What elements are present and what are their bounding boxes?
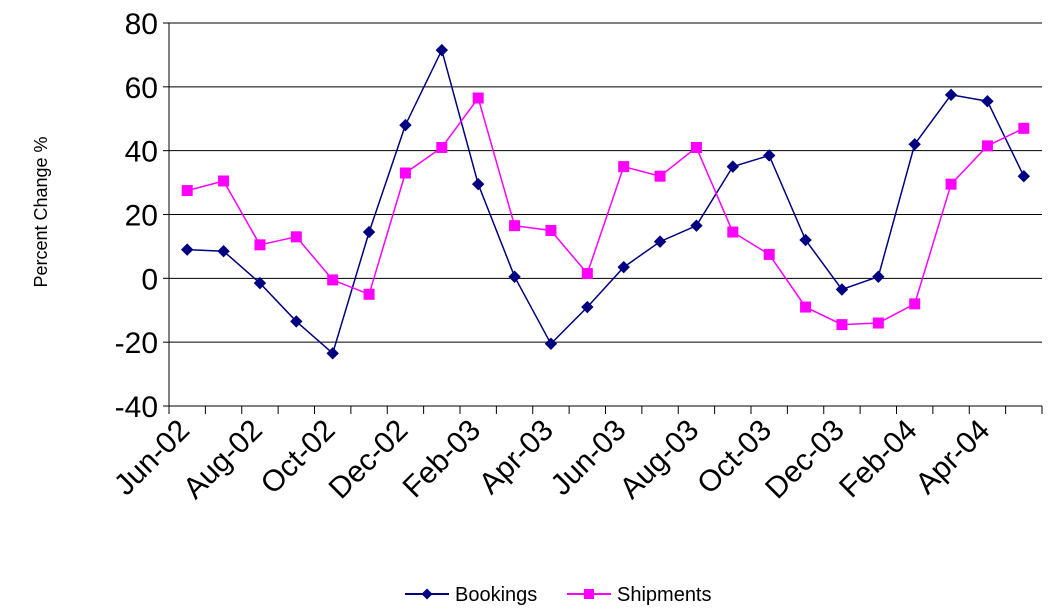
data-point-bookings (944, 88, 958, 102)
data-point-shipments (727, 226, 739, 238)
x-tick-label: Aug-03 (614, 414, 706, 506)
data-point-shipments (218, 175, 230, 187)
x-tick-label: Aug-02 (177, 414, 269, 506)
data-point-bookings (508, 270, 521, 283)
data-point-bookings (726, 160, 740, 173)
data-point-shipments (472, 92, 484, 104)
data-point-bookings (872, 270, 885, 283)
data-point-bookings (471, 177, 485, 191)
data-point-shipments (327, 274, 339, 286)
data-point-bookings (1017, 169, 1031, 183)
data-point-shipments (290, 231, 302, 243)
y-axis-title: Percent Change % (31, 136, 51, 287)
data-point-bookings (653, 235, 667, 248)
data-point-bookings (799, 233, 812, 247)
data-point-shipments (618, 161, 630, 173)
data-point-bookings (253, 276, 267, 290)
data-point-bookings (617, 260, 630, 274)
data-point-shipments (654, 170, 666, 182)
data-series (180, 43, 1031, 360)
data-point-bookings (180, 243, 194, 256)
data-point-shipments (254, 239, 266, 251)
data-point-shipments (836, 319, 848, 331)
y-tick-label: -20 (115, 327, 158, 360)
data-point-bookings (581, 300, 594, 314)
data-point-shipments (872, 317, 884, 329)
axes (163, 22, 1043, 414)
series-line-bookings (187, 47, 1025, 355)
data-point-shipments (800, 301, 812, 313)
y-tick-label: 0 (141, 263, 158, 296)
data-point-shipments (690, 141, 702, 153)
data-point-bookings (835, 283, 849, 296)
data-point-bookings (981, 94, 994, 108)
y-tick-label: -40 (115, 391, 158, 424)
x-tick-label: Apr-03 (473, 414, 560, 501)
y-tick-labels: 80 60 40 20 0 -20 -40 (115, 8, 158, 424)
legend-label-shipments: Shipments (617, 584, 712, 606)
data-point-bookings (908, 138, 921, 151)
legend-label-bookings: Bookings (455, 584, 537, 606)
x-tick-label: Dec-02 (323, 414, 415, 506)
x-tick-label: Feb-03 (397, 414, 488, 505)
data-point-shipments (763, 248, 775, 260)
x-tick-label: Dec-03 (759, 414, 851, 506)
data-point-bookings (762, 149, 776, 162)
data-point-shipments (581, 268, 593, 280)
y-tick-label: 60 (125, 72, 158, 105)
data-point-bookings (435, 43, 449, 57)
x-tick-labels: Jun-02Aug-02Oct-02Dec-02Feb-03Apr-03Jun-… (108, 414, 996, 506)
data-point-shipments (545, 224, 557, 236)
gridlines (169, 22, 1042, 407)
legend: Bookings Shipments (405, 584, 712, 606)
x-tick-label: Feb-04 (833, 414, 924, 505)
data-point-shipments (363, 288, 375, 300)
data-point-shipments (509, 220, 521, 232)
data-point-bookings (544, 337, 558, 350)
series-line-shipments (187, 96, 1025, 326)
data-point-shipments (1018, 122, 1030, 134)
x-tick-label: Apr-04 (909, 414, 996, 501)
legend-marker-shipments (584, 589, 594, 599)
legend-marker-bookings (421, 588, 433, 600)
data-point-shipments (399, 167, 411, 179)
y-tick-label: 40 (125, 136, 158, 169)
data-point-bookings (362, 225, 376, 239)
data-point-bookings (217, 244, 230, 258)
data-point-shipments (181, 185, 193, 197)
data-point-shipments (981, 140, 993, 152)
data-point-bookings (690, 219, 703, 232)
data-point-shipments (945, 178, 957, 190)
data-point-bookings (399, 118, 412, 132)
data-point-shipments (909, 298, 921, 310)
y-tick-label: 20 (125, 200, 158, 233)
data-point-bookings (326, 347, 339, 360)
y-tick-label: 80 (125, 8, 158, 41)
data-point-bookings (290, 315, 303, 328)
data-point-shipments (436, 141, 448, 153)
